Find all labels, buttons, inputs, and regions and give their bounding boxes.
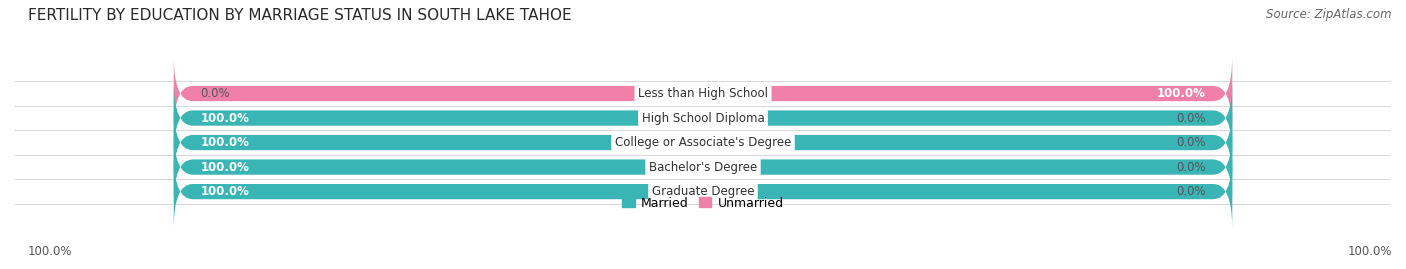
FancyBboxPatch shape	[174, 82, 1232, 155]
FancyBboxPatch shape	[174, 106, 1232, 179]
Text: High School Diploma: High School Diploma	[641, 112, 765, 125]
Text: 0.0%: 0.0%	[1177, 161, 1206, 174]
Text: 0.0%: 0.0%	[1177, 136, 1206, 149]
Text: College or Associate's Degree: College or Associate's Degree	[614, 136, 792, 149]
FancyBboxPatch shape	[174, 130, 1232, 204]
FancyBboxPatch shape	[174, 106, 1232, 179]
Text: 100.0%: 100.0%	[200, 185, 249, 198]
Text: 100.0%: 100.0%	[200, 112, 249, 125]
Text: 0.0%: 0.0%	[1177, 112, 1206, 125]
FancyBboxPatch shape	[174, 57, 1232, 130]
FancyBboxPatch shape	[174, 57, 1232, 130]
Text: 0.0%: 0.0%	[200, 87, 229, 100]
Text: 100.0%: 100.0%	[200, 136, 249, 149]
Text: Source: ZipAtlas.com: Source: ZipAtlas.com	[1267, 8, 1392, 21]
Text: Bachelor's Degree: Bachelor's Degree	[650, 161, 756, 174]
FancyBboxPatch shape	[174, 82, 1232, 155]
Text: Graduate Degree: Graduate Degree	[652, 185, 754, 198]
Text: 100.0%: 100.0%	[1157, 87, 1206, 100]
FancyBboxPatch shape	[174, 155, 1232, 228]
Text: Less than High School: Less than High School	[638, 87, 768, 100]
Text: FERTILITY BY EDUCATION BY MARRIAGE STATUS IN SOUTH LAKE TAHOE: FERTILITY BY EDUCATION BY MARRIAGE STATU…	[28, 8, 572, 23]
Text: 0.0%: 0.0%	[1177, 185, 1206, 198]
Legend: Married, Unmarried: Married, Unmarried	[617, 192, 789, 215]
Text: 100.0%: 100.0%	[1347, 245, 1392, 258]
Text: 100.0%: 100.0%	[28, 245, 73, 258]
FancyBboxPatch shape	[174, 155, 1232, 228]
Text: 100.0%: 100.0%	[200, 161, 249, 174]
FancyBboxPatch shape	[174, 130, 1232, 204]
